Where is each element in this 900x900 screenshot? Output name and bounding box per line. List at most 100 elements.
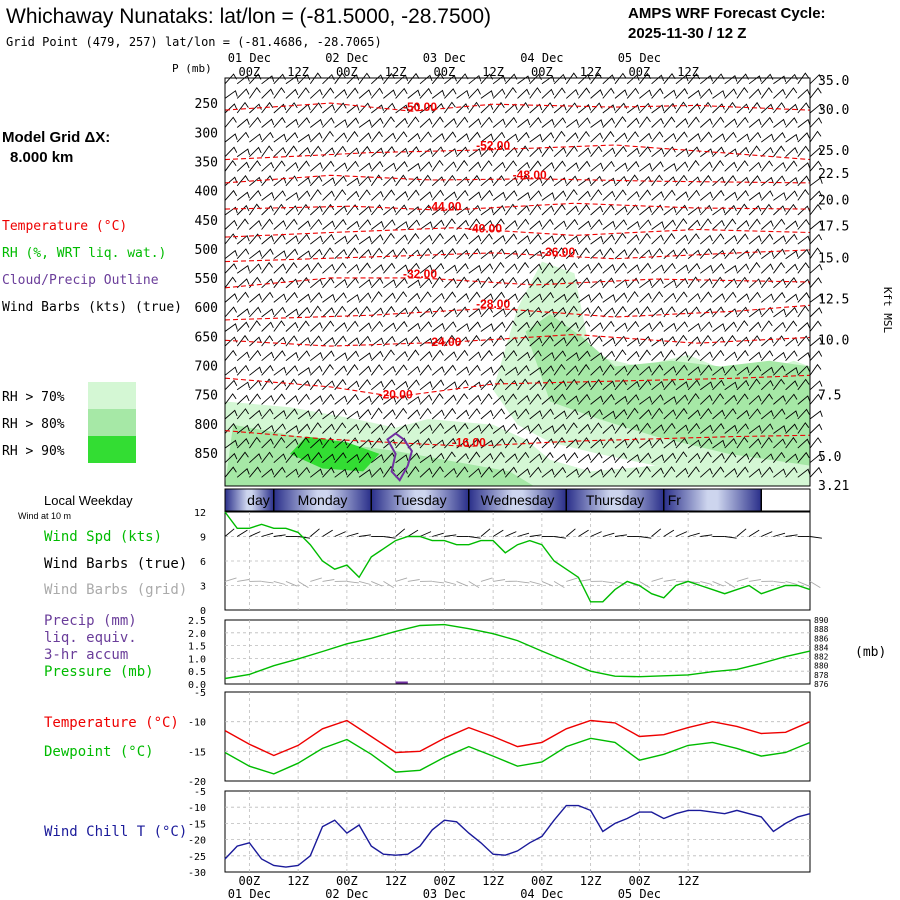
wind-barb [590,145,603,157]
wind-barb [480,176,494,187]
wind-barb [626,87,640,99]
wind-barb [431,276,444,289]
wind-barb [383,162,397,172]
wind-barb [261,394,275,405]
wind-barb [724,451,737,463]
wind-barb [639,292,652,303]
wind-barb [797,262,810,274]
wind-barb [797,205,811,216]
wind-barb-true [602,532,615,537]
windchill-lines [224,804,811,868]
wind-barb [748,424,762,434]
wind-barb [675,264,689,274]
wind-barb [736,203,749,216]
wind-barb [395,320,408,332]
wind-barb [309,88,323,99]
wind-barb [297,117,311,128]
wind-barb [639,365,652,376]
wind-barb [614,145,627,157]
wind-barb [492,161,506,172]
wind-barb [578,393,591,405]
wind-barb [517,205,530,216]
wind-barb [309,378,322,391]
wind-barb [760,350,774,361]
wind-barb [590,468,604,478]
wind-barb [395,234,408,245]
wind-barb [614,335,628,347]
wind-barb [675,74,689,85]
wind-barb [565,132,579,143]
wind-barb [651,380,665,391]
wind-barb [578,117,591,128]
grid-point-text: Grid Point (479, 257) lat/lon = (-81.468… [6,35,382,49]
wind-barb [712,160,724,172]
wind-barb [419,104,433,114]
wind-barb [785,103,799,114]
wind-barb [626,307,640,318]
wind-barb [444,381,458,391]
wind-barb [675,191,689,201]
wind-barb [370,190,384,201]
wind-barb-true [492,529,504,537]
wind-barb [712,263,725,274]
pressure-label: Pressure (mb) [44,664,154,680]
wind-barb [541,205,555,216]
model-grid-value: 8.000 km [10,149,73,166]
wind-barb [699,394,713,405]
wind-barb [504,423,518,434]
weekday-segment [663,489,762,511]
wind-barb [553,293,567,303]
wind-barb [334,162,348,172]
wind-barb-true [700,534,713,537]
wind-barb [712,393,724,405]
kft-tick-label: 25.0 [818,144,849,159]
wind-barb [370,234,384,245]
wind-barb [614,395,628,405]
wind-barb [809,410,823,420]
wind-barb [395,454,409,464]
wind-barb [700,74,713,85]
y-tick-label: -15 [188,819,206,830]
wind-barb [565,335,579,347]
wind-barb [553,190,567,201]
pressure-unit: (mb) [855,645,886,660]
wind-barb-true [651,528,662,537]
wind-barb [407,409,421,420]
profile-panel: -50.00-52.00-48.00-44.00-40.00-36.00-32.… [172,51,894,494]
wind-barb [626,337,640,347]
wind-barb [456,323,470,332]
wind-barb [334,305,347,318]
wind-barb [517,75,531,85]
wind-barb [736,250,750,260]
wind-barb [358,322,372,332]
wind-barb [724,424,738,434]
wind-barb [687,422,700,434]
wind-barb [419,321,432,332]
wind-barb-true [688,532,700,537]
precip-bar [395,681,408,684]
wind-barb [309,218,323,230]
wind-barb [358,162,372,172]
bottom-time-tick: 00Z [531,874,553,888]
wind-barb [456,176,470,187]
wind-barb [346,337,360,347]
wind-barb [456,206,470,216]
wind-barb [736,349,749,361]
wind-barb [626,247,639,259]
wind-barb [773,395,786,405]
wind-barb [651,277,664,289]
wind-barb [322,453,336,464]
wind-barb [456,103,469,114]
wind-barb [529,350,542,361]
wind-barb [785,366,799,376]
wind-barb [468,161,482,172]
wind-barb [602,74,616,85]
wind-barb [346,234,360,245]
wind-barb [712,423,725,434]
wind-barb [322,263,335,274]
wind-barb [297,190,311,201]
wind-barb [322,220,336,230]
wind-barb [785,263,799,274]
wind-barb-grid [663,579,676,582]
wind-barb [431,189,444,201]
